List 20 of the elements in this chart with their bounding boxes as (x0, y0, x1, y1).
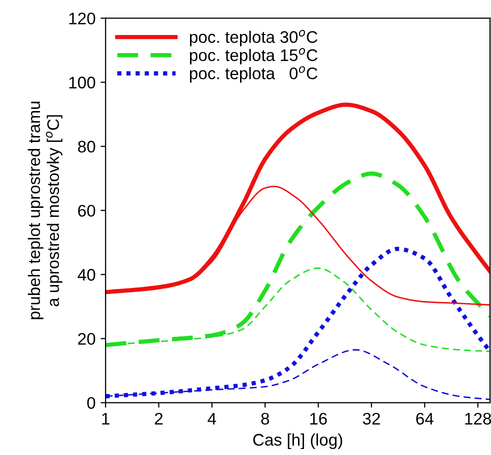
x-tick-label: 64 (416, 412, 434, 425)
y-axis-title: prubeh teplot uprostred tramu a uprostred mostovky [$^{o}$C] (28, 102, 62, 320)
legend-label: poc. teplota 15$^{o}$C (190, 48, 318, 64)
y-tick-label: 80 (78, 140, 96, 153)
legend-label: poc. teplota 30$^{o}$C (190, 30, 318, 46)
y-tick-label: 120 (69, 12, 96, 24)
x-tick-label: 32 (362, 412, 380, 425)
x-tick-label: 16 (310, 412, 327, 425)
y-tick-label: 40 (78, 268, 96, 281)
x-tick-label: 1 (102, 413, 110, 424)
x-tick-label: 2 (154, 412, 163, 424)
x-tick-label: 8 (261, 412, 270, 425)
x-axis-title: Cas [h] (log) (253, 433, 342, 450)
x-tick-label: 4 (208, 413, 216, 424)
y-tick-label: 100 (69, 76, 96, 88)
x-tick-label: 128 (465, 412, 491, 425)
y-tick-label: 20 (78, 332, 96, 345)
y-tick-label: 60 (78, 204, 96, 217)
y-tick-label: 0 (87, 397, 96, 409)
legend-label: poc. teplota 0$^{o}$C (190, 66, 318, 83)
